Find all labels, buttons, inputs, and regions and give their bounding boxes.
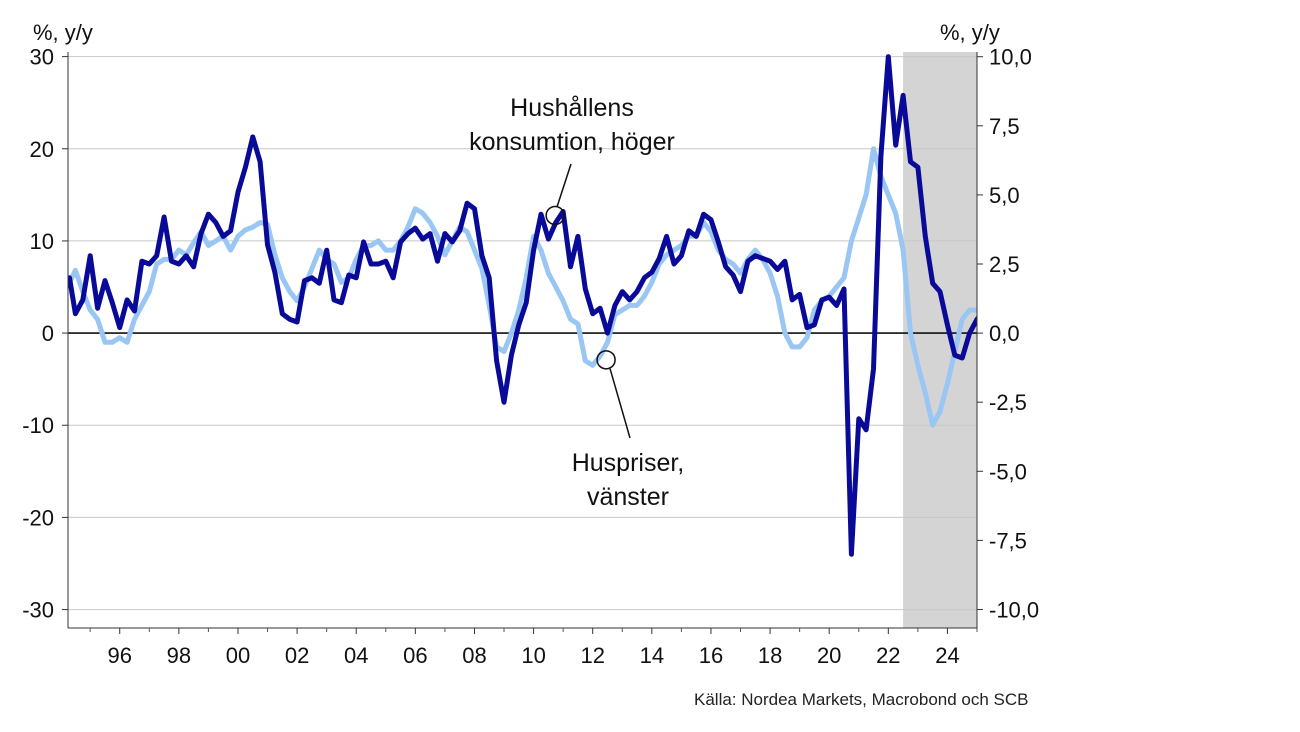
x-tick-label: 98 (167, 643, 191, 668)
annotation-label-house-prices: Huspriser, (572, 449, 685, 477)
left-tick-label: 10 (30, 229, 54, 254)
right-tick-label: -10,0 (989, 597, 1039, 622)
right-tick-label: -2,5 (989, 390, 1027, 415)
x-tick-label: 10 (521, 643, 545, 668)
right-axis-unit-label: %, y/y (940, 20, 1000, 45)
right-tick-label: 7,5 (989, 114, 1020, 139)
x-tick-label: 14 (640, 643, 664, 668)
annotation-leader-house-prices (609, 368, 631, 439)
left-tick-label: -10 (22, 413, 54, 438)
x-tick-label: 04 (344, 643, 368, 668)
x-tick-label: 12 (580, 643, 604, 668)
left-tick-label: -30 (22, 598, 54, 623)
left-tick-label: 30 (30, 45, 54, 70)
left-axis-unit-label: %, y/y (33, 20, 93, 45)
x-tick-label: 22 (876, 643, 900, 668)
x-tick-label: 20 (817, 643, 841, 668)
right-tick-label: 0,0 (989, 321, 1020, 346)
source-note: Källa: Nordea Markets, Macrobond och SCB (694, 690, 1029, 709)
annotation-circle-consumption (545, 205, 565, 226)
series-consumption-line (68, 54, 977, 557)
right-tick-label: -7,5 (989, 528, 1027, 553)
right-tick-label: 2,5 (989, 252, 1020, 277)
annotation-label-consumption: Hushållens (510, 94, 634, 122)
x-tick-label: 02 (285, 643, 309, 668)
annotation-circle-house-prices (596, 350, 616, 370)
annotation-label-house-prices: vänster (587, 483, 669, 511)
x-tick-label: 06 (403, 643, 427, 668)
x-tick-label: 00 (226, 643, 250, 668)
left-tick-label: -20 (22, 505, 54, 530)
annotation-label-consumption: konsumtion, höger (469, 128, 675, 156)
x-tick-label: 16 (699, 643, 723, 668)
left-tick-label: 0 (42, 321, 54, 346)
left-tick-label: 20 (30, 137, 54, 162)
x-tick-label: 08 (462, 643, 486, 668)
right-tick-label: 10,0 (989, 45, 1032, 70)
right-tick-label: -5,0 (989, 459, 1027, 484)
x-tick-label: 24 (935, 643, 959, 668)
right-tick-label: 5,0 (989, 183, 1020, 208)
x-tick-label: 18 (758, 643, 782, 668)
annotation-leader-consumption (556, 163, 572, 207)
forecast-shading (903, 52, 977, 628)
x-tick-label: 96 (107, 643, 131, 668)
